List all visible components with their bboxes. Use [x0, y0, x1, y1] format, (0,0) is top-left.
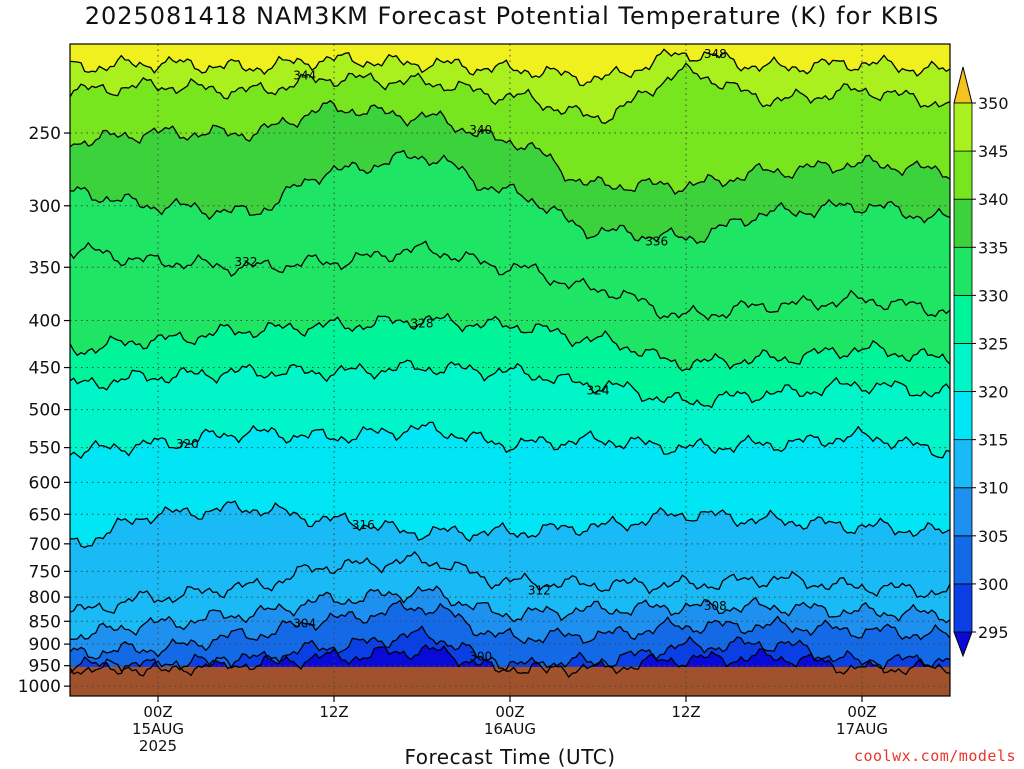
colorbar-segment: [953, 102, 973, 152]
isentrope-line-348: [70, 48, 950, 87]
y-tick-label: 450: [29, 359, 61, 379]
chart-title: 2025081418 NAM3KM Forecast Potential Tem…: [84, 2, 940, 30]
contour-label: 344: [293, 69, 316, 83]
y-tick-label: 600: [29, 473, 61, 493]
colorbar-label: 325: [978, 334, 1009, 353]
isentrope-line-312: [70, 551, 950, 614]
isentrope-line-340: [70, 99, 950, 195]
contour-label-layer: 300 304 308 312 316 320 324 328 332 336 340 344 348: [176, 47, 727, 664]
y-tick-label: 500: [29, 401, 61, 421]
isentrope-line-328: [70, 312, 950, 372]
contour-label: 328: [411, 317, 434, 331]
y-tick-label: 950: [29, 657, 61, 677]
colorbar-segment: [953, 439, 973, 489]
isentrope-line-316: [70, 500, 950, 549]
isentrope-line-336: [70, 149, 950, 245]
y-tick-label: 550: [29, 439, 61, 459]
isentrope-line-344: [70, 62, 950, 124]
colorbar-segment: [953, 535, 973, 585]
x-tick-label: 00Z: [847, 703, 876, 721]
isentrope-line-296: [70, 644, 950, 679]
x-tick-label: 00Z: [143, 703, 172, 721]
x-tick-label: 17AUG: [836, 720, 888, 738]
credit-text: coolwx.com/models: [853, 747, 1016, 765]
colorbar-segment: [953, 294, 973, 344]
isentrope-line-320: [70, 421, 950, 459]
colorbar-label: 315: [978, 431, 1009, 450]
contour-label: 348: [704, 47, 727, 61]
colorbar-segment: [953, 246, 973, 296]
colorbar-label: 330: [978, 286, 1009, 305]
isentrope-line-332: [70, 240, 950, 321]
y-tick-label: 300: [29, 197, 61, 217]
colorbar-label: 335: [978, 238, 1009, 257]
colorbar-segment: [953, 487, 973, 537]
contour-label: 304: [293, 617, 316, 631]
x-tick-label: 12Z: [671, 703, 700, 721]
contour-label: 300: [469, 650, 492, 664]
x-tick-label: 16AUG: [484, 720, 536, 738]
colorbar-label: 345: [978, 142, 1009, 161]
contour-label: 336: [645, 235, 668, 249]
contour-label: 324: [587, 384, 610, 398]
contour-label: 312: [528, 584, 551, 598]
y-tick-label: 800: [29, 588, 61, 608]
y-tick-label: 900: [29, 635, 61, 655]
y-tick-label: 850: [29, 612, 61, 632]
y-tick-label: 750: [29, 562, 61, 582]
colorbar-segment: [953, 343, 973, 392]
isentrope-line-308: [70, 585, 950, 640]
y-tick-label: 700: [29, 535, 61, 555]
y-tick-label: 250: [29, 124, 61, 144]
contour-label: 320: [176, 437, 199, 451]
colorbar: 295 300 305 310 315 320 325 330 335 340 345 350: [953, 66, 1009, 658]
colorbar-segment: [953, 391, 973, 441]
contour-label: 316: [352, 518, 375, 532]
colorbar-label: 340: [978, 190, 1009, 209]
x-tick-label: 00Z: [495, 703, 524, 721]
y-tick-label: 350: [29, 258, 61, 278]
colorbar-low-arrow: [953, 631, 973, 658]
contour-label: 332: [235, 255, 258, 269]
isentrope-line-324: [70, 359, 950, 409]
colorbar-label: 350: [978, 94, 1009, 113]
colorbar-label: 310: [978, 479, 1009, 498]
grid-layer: [70, 44, 950, 696]
x-tick-label: 15AUG: [132, 720, 184, 738]
colorbar-segment: [953, 198, 973, 248]
colorbar-segment: [953, 150, 973, 200]
colorbar-label: 300: [978, 575, 1009, 594]
isentrope-line-304: [70, 599, 950, 660]
y-tick-label: 1000: [18, 677, 61, 697]
y-tick-label: 400: [29, 312, 61, 332]
colorbar-label: 295: [978, 623, 1009, 642]
y-tick-label: 650: [29, 505, 61, 525]
colorbar-high-arrow: [953, 66, 973, 104]
colorbar-segment: [953, 583, 973, 633]
colorbar-label: 305: [978, 527, 1009, 546]
colorbar-label: 320: [978, 383, 1009, 402]
y-axis: 250 300 350 400 450 500 550 600 650 700 750 800 850 9…: [18, 124, 70, 697]
contour-label: 308: [704, 599, 727, 613]
isentrope-layer: [70, 48, 950, 679]
isentrope-line-300: [70, 625, 950, 675]
contour-label: 340: [469, 123, 492, 137]
x-axis-title: Forecast Time (UTC): [404, 745, 616, 769]
x-tick-label: 2025: [139, 737, 177, 755]
x-tick-label: 12Z: [319, 703, 348, 721]
